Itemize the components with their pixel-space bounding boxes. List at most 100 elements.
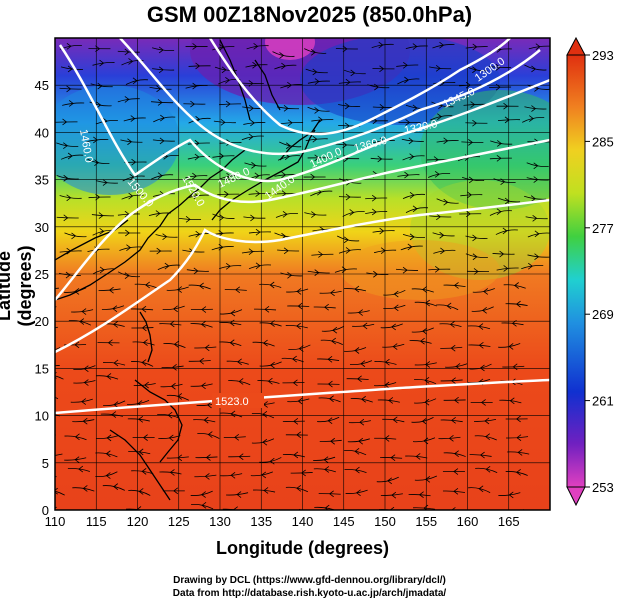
streamline-arrowhead <box>356 375 362 383</box>
streamline-arrowhead <box>531 105 537 112</box>
streamline-arrowhead <box>311 211 317 218</box>
streamline-arrowhead <box>437 113 442 120</box>
streamline-arrowhead <box>358 309 363 316</box>
streamline-arrowhead <box>453 468 459 475</box>
streamline-arrowhead <box>355 489 361 497</box>
x-axis-ticks: 110 115 120 125 130 135 140 145 150 155 160 165 <box>45 514 520 529</box>
streamline-arrowhead <box>177 393 183 400</box>
streamline-arrowhead <box>443 137 449 145</box>
streamline-arrowhead <box>71 232 77 240</box>
streamline-arrowhead <box>192 82 198 90</box>
streamline-arrowhead <box>468 176 474 184</box>
streamline-arrowhead <box>480 399 486 406</box>
streamline-arrowhead <box>402 266 408 274</box>
streamline-arrowhead <box>93 136 98 144</box>
x-tick-label: 125 <box>168 514 190 529</box>
streamline-arrowhead <box>318 116 323 124</box>
y-tick-label: 35 <box>35 173 49 188</box>
streamline-arrowhead <box>424 398 430 406</box>
streamline-arrowhead <box>192 43 198 50</box>
streamline-arrowhead <box>354 448 360 455</box>
streamline-arrowhead <box>113 401 119 408</box>
streamline-arrowhead <box>407 243 413 251</box>
streamline-arrowhead <box>405 119 411 126</box>
streamline-arrowhead <box>354 347 360 354</box>
streamline-arrowhead <box>496 208 502 216</box>
streamline-arrowhead <box>94 159 100 166</box>
streamline-arrowhead <box>535 43 541 51</box>
streamline-arrowhead <box>478 323 484 330</box>
streamline-arrowhead <box>422 327 428 335</box>
streamline-arrowhead <box>207 431 213 438</box>
streamline-arrowhead <box>327 417 333 425</box>
streamline-arrowhead <box>450 377 456 385</box>
height-contours <box>55 38 550 415</box>
streamline-arrowhead <box>362 322 368 330</box>
colorbar-tick-label: 285 <box>592 134 614 149</box>
streamline-arrowhead <box>389 506 395 510</box>
streamline-arrowhead <box>66 42 72 50</box>
streamline-arrowhead <box>449 321 455 328</box>
streamline-arrowhead <box>115 511 119 517</box>
streamline-arrowhead <box>124 210 130 218</box>
y-axis-ticks: 0 5 10 15 20 25 30 35 40 45 <box>35 78 49 518</box>
streamline-arrowhead <box>503 102 509 110</box>
streamline-arrowhead <box>193 267 199 275</box>
streamline-arrowhead <box>293 418 299 425</box>
streamline-arrowhead <box>310 173 316 181</box>
streamline-arrowhead <box>508 491 514 499</box>
streamline-arrowhead <box>478 485 484 493</box>
streamline-arrowhead <box>230 309 236 317</box>
streamline-arrowhead <box>253 43 259 50</box>
streamline-arrowhead <box>361 395 366 403</box>
streamline-arrowhead <box>102 179 108 186</box>
streamline <box>55 453 63 456</box>
streamline-arrowhead <box>230 471 236 479</box>
streamline-arrowhead <box>360 360 366 368</box>
streamline-arrowhead <box>105 450 111 458</box>
x-tick-label: 145 <box>333 514 355 529</box>
y-tick-label: 30 <box>35 220 49 235</box>
streamline-arrowhead <box>350 69 356 77</box>
x-tick-label: 110 <box>45 514 66 529</box>
chart-title: GSM 00Z18Nov2025 (850.0hPa) <box>146 2 473 27</box>
streamline-arrowhead <box>344 102 350 110</box>
streamline <box>55 476 57 478</box>
contour-label: 1523.0 <box>215 396 249 408</box>
streamline-arrowhead <box>248 133 254 141</box>
streamline-arrowhead <box>98 212 104 219</box>
streamline-arrowhead <box>332 326 338 334</box>
streamline-arrowhead <box>83 365 89 373</box>
streamline-arrowhead <box>164 262 170 270</box>
streamline-arrowhead <box>470 101 476 108</box>
streamline-arrowhead <box>255 190 261 197</box>
streamline-arrowhead <box>495 64 501 71</box>
streamline-arrowhead <box>237 358 242 366</box>
streamline-arrowhead <box>296 484 302 492</box>
streamline-arrowhead <box>62 118 68 126</box>
streamline <box>55 490 65 496</box>
streamline-arrowhead <box>425 299 430 307</box>
streamline-arrowhead <box>225 76 230 84</box>
streamline-arrowhead <box>225 262 231 270</box>
streamline-arrowhead <box>132 77 138 85</box>
streamline-arrowhead <box>391 323 396 331</box>
streamline-arrowhead <box>453 396 459 404</box>
streamline-arrowhead <box>66 194 72 202</box>
streamline-arrowhead <box>503 265 509 272</box>
streamline-arrowhead <box>67 65 73 73</box>
y-tick-label: 45 <box>35 78 49 93</box>
streamline-arrowhead <box>46 473 50 479</box>
contour-label: 1460.0 <box>77 128 95 163</box>
streamline-arrowhead <box>234 434 240 441</box>
streamline-arrowhead <box>129 173 135 181</box>
streamline-arrowhead <box>105 472 111 479</box>
streamline-arrowhead <box>252 61 258 69</box>
streamline-arrowhead <box>126 244 132 252</box>
streamline-arrowhead <box>412 104 418 112</box>
streamline-arrowhead <box>349 209 355 216</box>
streamline-arrowhead <box>439 231 445 239</box>
streamline-arrowhead <box>169 469 175 476</box>
x-tick-label: 140 <box>292 514 314 529</box>
streamline-arrowhead <box>314 78 320 85</box>
